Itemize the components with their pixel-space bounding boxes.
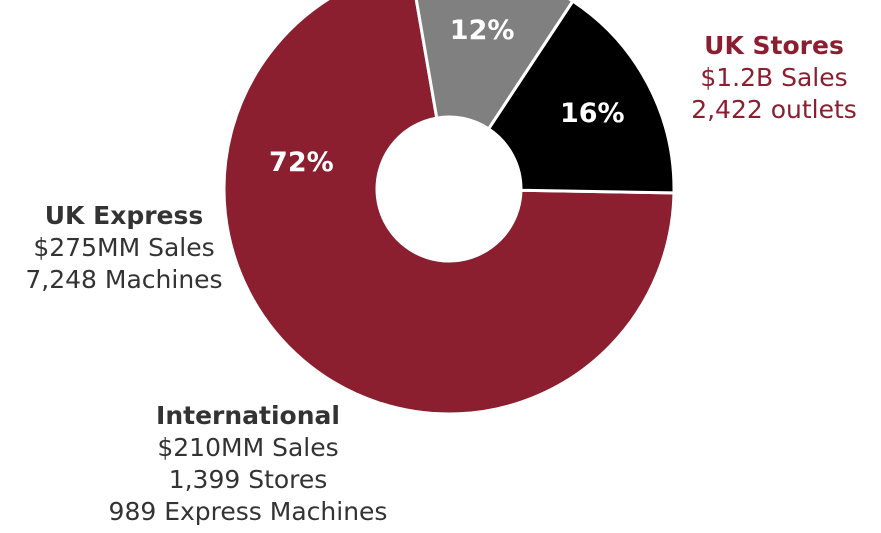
uk-stores-sales: $1.2B Sales: [700, 63, 848, 92]
uk-stores-outlets: 2,422 outlets: [691, 95, 857, 124]
uk-express-sales: $275MM Sales: [33, 233, 215, 262]
percent-label-international: 12%: [450, 15, 515, 46]
slice-uk-stores: [222, 0, 676, 416]
percent-label-uk-stores: 72%: [269, 147, 334, 178]
international-express-machines: 989 Express Machines: [108, 497, 388, 526]
slice-international: [414, 0, 575, 131]
international-callout: International $210MM Sales 1,399 Stores …: [48, 400, 448, 528]
slice-uk-express: [486, 0, 676, 195]
uk-express-callout: UK Express $275MM Sales 7,248 Machines: [0, 200, 248, 296]
uk-stores-callout: UK Stores $1.2B Sales 2,422 outlets: [668, 30, 880, 126]
percent-label-uk-express: 16%: [560, 98, 625, 129]
donut-percent-labels: 72% 12% 16%: [269, 15, 625, 178]
donut-slices: [222, 0, 676, 416]
international-name: International: [156, 401, 340, 430]
uk-express-name: UK Express: [44, 201, 204, 230]
uk-stores-name: UK Stores: [704, 31, 844, 60]
international-stores: 1,399 Stores: [168, 465, 328, 494]
international-sales: $210MM Sales: [157, 433, 339, 462]
uk-express-machines: 7,248 Machines: [25, 265, 223, 294]
